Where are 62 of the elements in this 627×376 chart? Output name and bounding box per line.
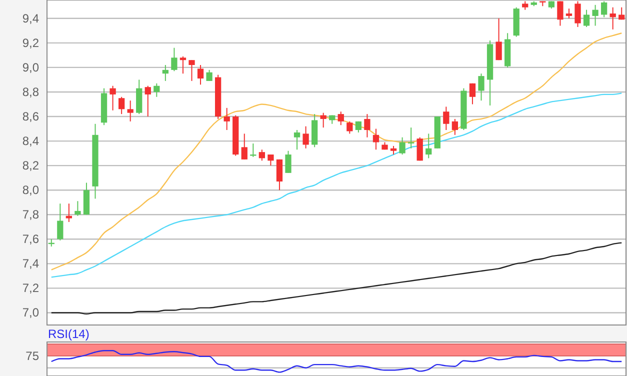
y-tick-label: 7,6 — [22, 232, 40, 246]
candlestick — [268, 154, 274, 166]
y-tick-label: 7,4 — [22, 256, 40, 271]
candlestick — [452, 118, 458, 136]
candlestick — [206, 69, 212, 82]
candlestick — [338, 111, 344, 126]
candlestick — [250, 142, 256, 158]
candlestick — [364, 114, 370, 138]
candlestick — [188, 60, 195, 82]
y-tick-label: 8,4 — [22, 134, 40, 148]
candlestick — [399, 136, 406, 156]
candlestick — [197, 64, 204, 86]
y-tick-label: 9,4 — [22, 11, 40, 26]
candlestick — [478, 73, 484, 102]
y-tick-label: 9,0 — [22, 60, 40, 74]
candlestick — [610, 6, 616, 30]
candlestick — [118, 96, 125, 115]
candlestick — [224, 107, 230, 130]
candlestick — [285, 150, 292, 174]
candlestick — [154, 82, 160, 98]
candlestick — [110, 85, 116, 111]
candlestick — [144, 85, 151, 118]
y-tick-label: 7,0 — [22, 306, 40, 320]
candlestick — [66, 203, 72, 222]
candlestick — [241, 133, 248, 160]
candlestick — [496, 18, 502, 61]
chart-title: RSI(14) — [48, 327, 90, 341]
y-tick-label: 9,2 — [22, 36, 40, 50]
candlestick — [372, 128, 380, 150]
y-tick-label: 7,2 — [22, 281, 40, 296]
line-series — [50, 242, 622, 315]
candlestick — [180, 56, 186, 74]
candlestick — [171, 47, 178, 72]
candlestick — [276, 158, 283, 191]
y-tick-label: 8,8 — [22, 84, 40, 99]
line-series — [50, 92, 622, 278]
candlestick — [426, 133, 432, 159]
candlestick — [443, 106, 450, 130]
candlestick — [74, 200, 81, 216]
candlestick — [127, 100, 134, 122]
candlestick — [320, 112, 326, 128]
candlestick — [557, 0, 564, 26]
candlestick — [416, 136, 423, 162]
candlestick — [574, 0, 581, 28]
candlestick — [566, 8, 572, 19]
candlestick — [346, 120, 353, 134]
candlestick — [592, 4, 598, 26]
y-tick-label: 7,8 — [22, 208, 40, 222]
candlestick — [294, 130, 300, 150]
candlestick — [618, 6, 625, 20]
line-series — [50, 32, 622, 270]
y-tick-label: 8,6 — [22, 110, 40, 124]
candlestick — [302, 126, 309, 149]
candlestick — [258, 149, 265, 162]
candlestick — [601, 0, 608, 18]
candlestick — [162, 64, 168, 82]
candlestick — [469, 82, 476, 105]
band-label: 75 — [26, 348, 40, 363]
y-tick-label: 8,0 — [22, 183, 40, 198]
candlestick — [57, 203, 64, 241]
y-tick-label: 8,2 — [22, 158, 40, 173]
candlestick — [583, 9, 590, 28]
